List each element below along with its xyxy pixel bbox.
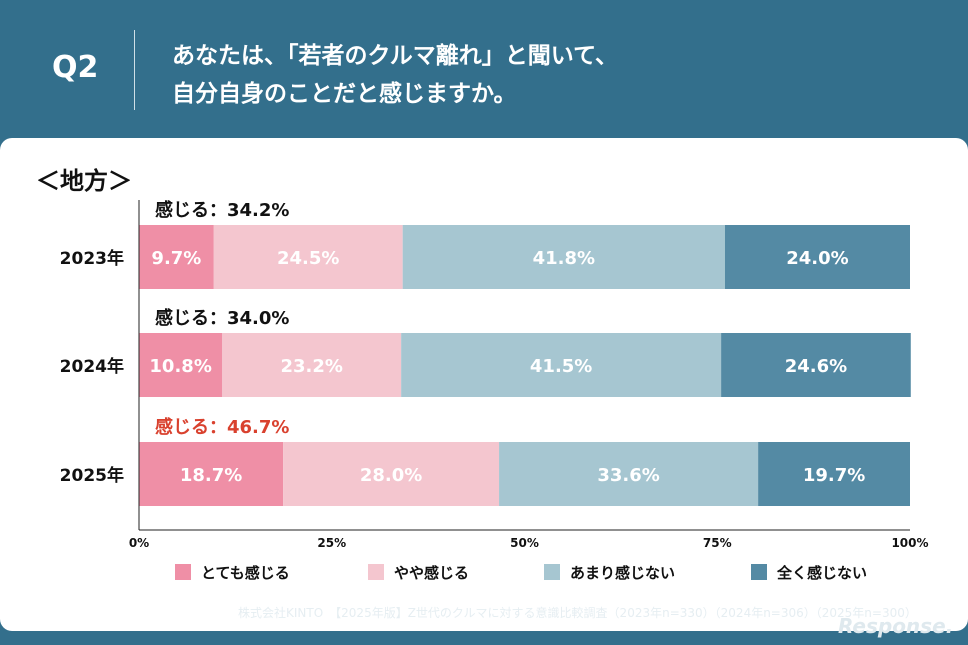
legend-label: やや感じる	[394, 564, 469, 582]
question-text-line2: 自分自身のことだと感じますか。	[172, 81, 517, 107]
data-label: 19.7%	[803, 465, 865, 486]
bar-segment	[724, 225, 910, 289]
data-label: 18.7%	[180, 465, 242, 486]
legend-swatch	[175, 564, 191, 580]
bar-segment	[222, 333, 402, 397]
legend-swatch	[544, 564, 560, 580]
bar-segment	[139, 333, 223, 397]
bar-segment	[721, 333, 911, 397]
data-label: 41.8%	[533, 248, 595, 269]
question-text-line1: あなたは、「若者のクルマ離れ」と聞いて、	[172, 43, 618, 69]
source-note: 株式会社KINTO 【2025年版】Z世代のクルマに対する意識比較調査（2023…	[238, 606, 917, 620]
data-label: 24.0%	[786, 248, 848, 269]
bar-segment	[139, 225, 214, 289]
kinto-logo: KINTO	[12, 600, 133, 635]
category-label: 2023年	[60, 248, 124, 269]
legend-label: 全く感じない	[776, 564, 867, 582]
data-label: 28.0%	[360, 465, 422, 486]
bar-segment	[283, 442, 500, 506]
legend-label: あまり感じない	[570, 564, 675, 582]
data-label: 33.6%	[597, 465, 659, 486]
question-number: Q2	[52, 50, 99, 85]
sum-annotation: 感じる：46.7%	[155, 416, 289, 438]
data-label: 24.6%	[785, 356, 847, 377]
x-tick-label: 100%	[891, 536, 928, 550]
header-banner: Q2 あなたは、「若者のクルマ離れ」と聞いて、 自分自身のことだと感じますか。	[0, 0, 968, 138]
data-label: 24.5%	[277, 248, 339, 269]
chart-title: ＜地方＞	[36, 167, 132, 195]
x-tick-label: 50%	[510, 536, 539, 550]
legend-label: とても感じる	[201, 564, 290, 582]
data-label: 23.2%	[280, 356, 342, 377]
data-label: 10.8%	[149, 356, 211, 377]
response-watermark: Response.	[838, 614, 954, 638]
x-tick-label: 25%	[317, 536, 346, 550]
category-label: 2025年	[60, 465, 124, 486]
x-tick-label: 75%	[703, 536, 732, 550]
legend-swatch	[751, 564, 767, 580]
bar-segment	[758, 442, 910, 506]
bar-segment	[213, 225, 403, 289]
bar-segment	[402, 225, 725, 289]
header-divider	[134, 30, 135, 110]
sum-annotation: 感じる：34.2%	[155, 199, 289, 221]
x-tick-label: 0%	[129, 536, 149, 550]
bar-segment	[401, 333, 722, 397]
bar-segment	[499, 442, 759, 506]
data-label: 9.7%	[151, 248, 201, 269]
legend-swatch	[368, 564, 384, 580]
bar-segment	[139, 442, 284, 506]
category-label: 2024年	[60, 356, 124, 377]
sum-annotation: 感じる：34.0%	[155, 307, 289, 329]
data-label: 41.5%	[530, 356, 592, 377]
